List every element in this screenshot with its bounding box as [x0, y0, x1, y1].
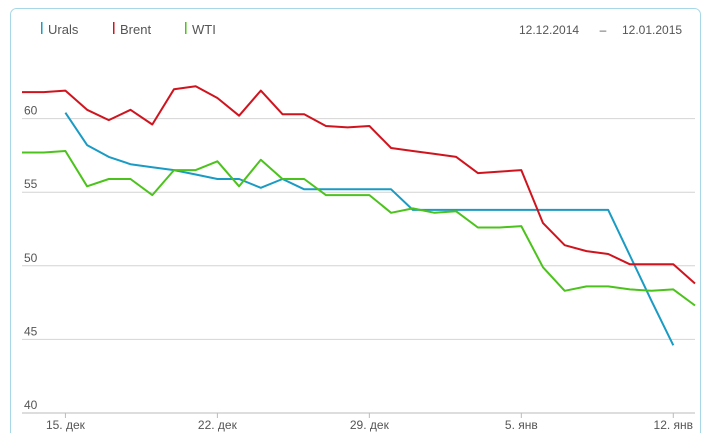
y-tick-label: 40	[24, 398, 38, 412]
legend-label: Brent	[120, 22, 151, 37]
legend-swatch	[41, 22, 43, 34]
series-line	[22, 85, 696, 285]
x-tick-label: 12. янв	[654, 418, 694, 432]
y-tick-label: 50	[24, 251, 38, 265]
date-separator: –	[600, 23, 607, 37]
x-tick-label: 22. дек	[198, 418, 238, 432]
series-line	[64, 112, 675, 346]
legend-label: WTI	[192, 22, 216, 37]
x-tick-label: 5. янв	[505, 418, 538, 432]
x-tick-label: 15. дек	[46, 418, 86, 432]
legend-swatch	[185, 22, 187, 34]
chart-frame	[10, 8, 701, 433]
y-tick-label: 60	[24, 104, 38, 118]
legend-swatch	[113, 22, 115, 34]
date-from: 12.12.2014	[519, 23, 579, 37]
x-tick-label: 29. дек	[350, 418, 390, 432]
legend-label: Urals	[48, 22, 79, 37]
y-tick-label: 45	[24, 324, 38, 338]
series-line	[22, 150, 696, 307]
y-tick-label: 55	[24, 177, 38, 191]
legend: Urals Brent WTI	[41, 22, 216, 37]
date-to: 12.01.2015	[622, 23, 682, 37]
